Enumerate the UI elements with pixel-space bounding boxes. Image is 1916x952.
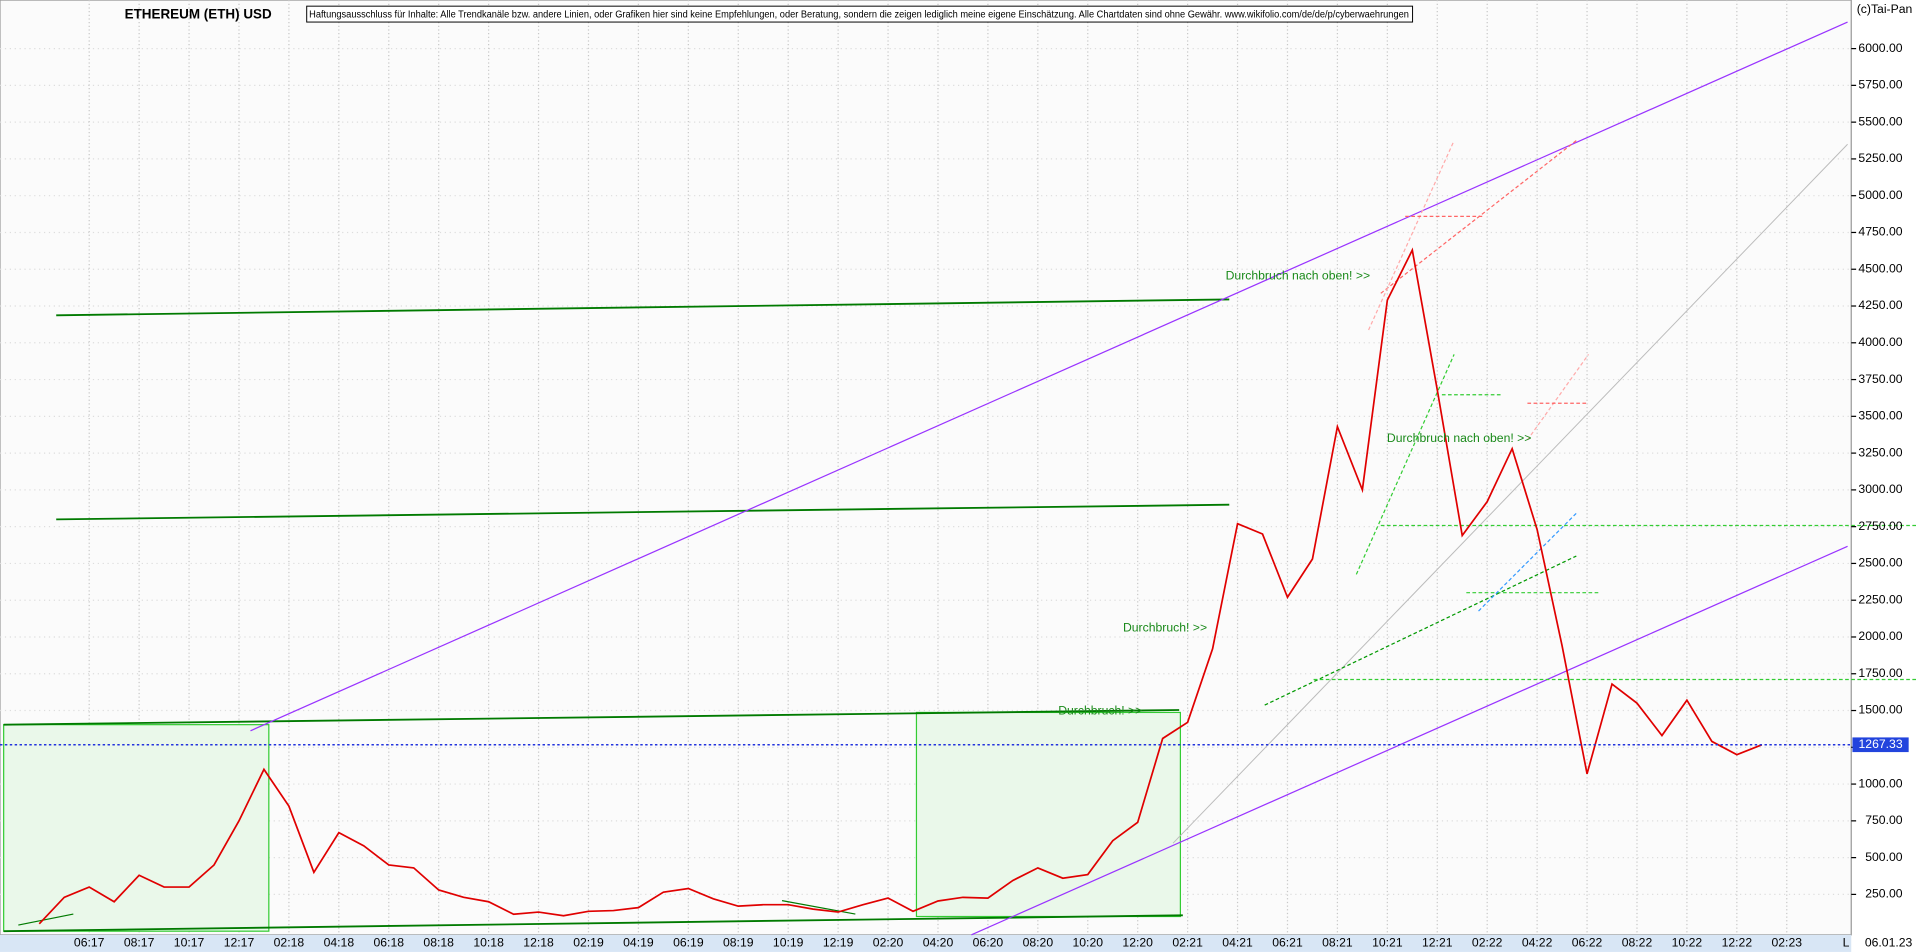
last-price-box — [1852, 737, 1909, 753]
x-tick-label: 08:22 — [1622, 936, 1653, 950]
x-tick-label: 04:22 — [1522, 936, 1553, 950]
y-tick-label: 2750.00 — [1858, 519, 1902, 533]
support-line — [1478, 512, 1577, 612]
last-price-label: 1267.33 — [1859, 737, 1903, 751]
x-tick-label: 04:20 — [923, 936, 954, 950]
x-tick-label: 10:19 — [773, 936, 804, 950]
x-tick-label: 04:18 — [324, 936, 355, 950]
x-tick-label: 10:18 — [473, 936, 504, 950]
x-tick-label: 12:18 — [523, 936, 554, 950]
trend-line — [781, 900, 856, 915]
y-tick-label: 250.00 — [1865, 887, 1903, 901]
x-tick-label: 06:21 — [1272, 936, 1303, 950]
y-tick-label: 3500.00 — [1858, 409, 1902, 423]
x-tick-label: 08:20 — [1023, 936, 1054, 950]
y-tick-label: 2000.00 — [1858, 629, 1902, 643]
copyright: (c)Tai-Pan — [1857, 2, 1913, 16]
y-tick-label: 5500.00 — [1858, 114, 1902, 128]
trend-line — [18, 913, 74, 926]
trend-line — [250, 21, 1848, 732]
y-tick-label: 3750.00 — [1858, 372, 1902, 386]
chart-title: ETHEREUM (ETH) USD — [125, 6, 272, 21]
y-tick-label: 5750.00 — [1858, 78, 1902, 92]
y-tick-label: 3000.00 — [1858, 482, 1902, 496]
x-tick-label: 08:19 — [723, 936, 754, 950]
x-tick-label: 06:20 — [973, 936, 1004, 950]
disclaimer: Haftungsausschluss für Inhalte: Alle Tre… — [309, 9, 1409, 20]
trend-line — [3, 709, 1180, 726]
marks — [0, 247, 1852, 925]
x-tick-label: 02:22 — [1472, 936, 1503, 950]
y-tick-label: 4750.00 — [1858, 225, 1902, 239]
x-tick-label: 08:18 — [423, 936, 454, 950]
y-tick-label: 5250.00 — [1858, 151, 1902, 165]
x-tick-label: 12:19 — [823, 936, 854, 950]
annotation: Durchbruch! >> — [1123, 620, 1207, 634]
support-line — [1264, 555, 1577, 706]
trend-line — [56, 503, 1230, 521]
resistance-line — [1368, 140, 1455, 331]
support-line — [1355, 354, 1455, 575]
x-tick-label: 02:23 — [1771, 936, 1802, 950]
annotation: Durchbruch nach oben! >> — [1387, 431, 1532, 445]
resistance-line — [1526, 354, 1590, 441]
x-tick-label: 02:19 — [573, 936, 604, 950]
y-tick-label: 2500.00 — [1858, 556, 1902, 570]
trend-line — [1172, 143, 1848, 844]
scale-label: L — [1843, 936, 1850, 950]
x-tick-label: 02:21 — [1172, 936, 1203, 950]
x-tick-label: 04:21 — [1222, 936, 1253, 950]
disclaimer-box — [306, 5, 1414, 23]
y-tick-label: 4250.00 — [1858, 298, 1902, 312]
y-tick-label: 3250.00 — [1858, 445, 1902, 459]
x-tick-label: 12:21 — [1422, 936, 1453, 950]
y-tick-label: 2250.00 — [1858, 592, 1902, 606]
trend-line — [971, 545, 1848, 936]
x-tick-label: 06:22 — [1572, 936, 1603, 950]
x-tick-label: 02:20 — [873, 936, 904, 950]
annotation: Durchbruch! >> — [1058, 703, 1142, 717]
x-tick-label: 08:17 — [124, 936, 155, 950]
y-tick-label: 5000.00 — [1858, 188, 1902, 202]
x-tick-label: 06:17 — [74, 936, 105, 950]
y-tick-label: 750.00 — [1865, 813, 1903, 827]
y-tick-label: 1500.00 — [1858, 703, 1902, 717]
x-tick-label: 12:20 — [1122, 936, 1153, 950]
y-tick-label: 1750.00 — [1858, 666, 1902, 680]
date-label: 06.01.23 — [1865, 936, 1913, 950]
y-tick-label: 500.00 — [1865, 850, 1903, 864]
y-tick-label: 4500.00 — [1858, 261, 1902, 275]
annotation: Durchbruch nach oben! >> — [1226, 268, 1371, 282]
x-tick-label: 10:17 — [174, 936, 205, 950]
x-tick-label: 08:21 — [1322, 936, 1353, 950]
x-tick-label: 06:19 — [673, 936, 704, 950]
y-tick-label: 4000.00 — [1858, 335, 1902, 349]
x-tick-label: 10:21 — [1372, 936, 1403, 950]
trend-line — [56, 298, 1230, 317]
x-tick-label: 06:18 — [373, 936, 404, 950]
y-tick-label: 1000.00 — [1858, 776, 1902, 790]
x-tick-label: 12:22 — [1722, 936, 1753, 950]
channel-box — [3, 724, 270, 932]
x-tick-label: 10:20 — [1072, 936, 1103, 950]
trend-lines — [3, 21, 1916, 936]
trend-line — [3, 914, 1183, 933]
x-axis-band — [0, 934, 1852, 952]
price-line — [38, 247, 1763, 925]
x-tick-label: 02:18 — [274, 936, 305, 950]
x-tick-label: 10:22 — [1672, 936, 1703, 950]
x-tick-label: 12:17 — [224, 936, 255, 950]
x-tick-label: 04:19 — [623, 936, 654, 950]
y-tick-label: 6000.00 — [1858, 41, 1902, 55]
